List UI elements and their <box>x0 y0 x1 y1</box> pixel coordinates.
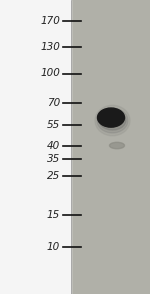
Text: 170: 170 <box>40 16 60 26</box>
Ellipse shape <box>95 105 130 136</box>
Text: 100: 100 <box>40 69 60 78</box>
Text: 25: 25 <box>47 171 60 181</box>
Ellipse shape <box>98 108 124 127</box>
Text: 55: 55 <box>47 120 60 130</box>
Text: 40: 40 <box>47 141 60 151</box>
Text: 35: 35 <box>47 154 60 164</box>
Bar <box>70 0 150 294</box>
Text: 10: 10 <box>47 242 60 252</box>
Ellipse shape <box>110 142 124 149</box>
Text: 70: 70 <box>47 98 60 108</box>
Text: 15: 15 <box>47 210 60 220</box>
Text: 130: 130 <box>40 42 60 52</box>
Ellipse shape <box>97 108 128 133</box>
Ellipse shape <box>99 111 126 130</box>
Bar <box>0 0 70 294</box>
